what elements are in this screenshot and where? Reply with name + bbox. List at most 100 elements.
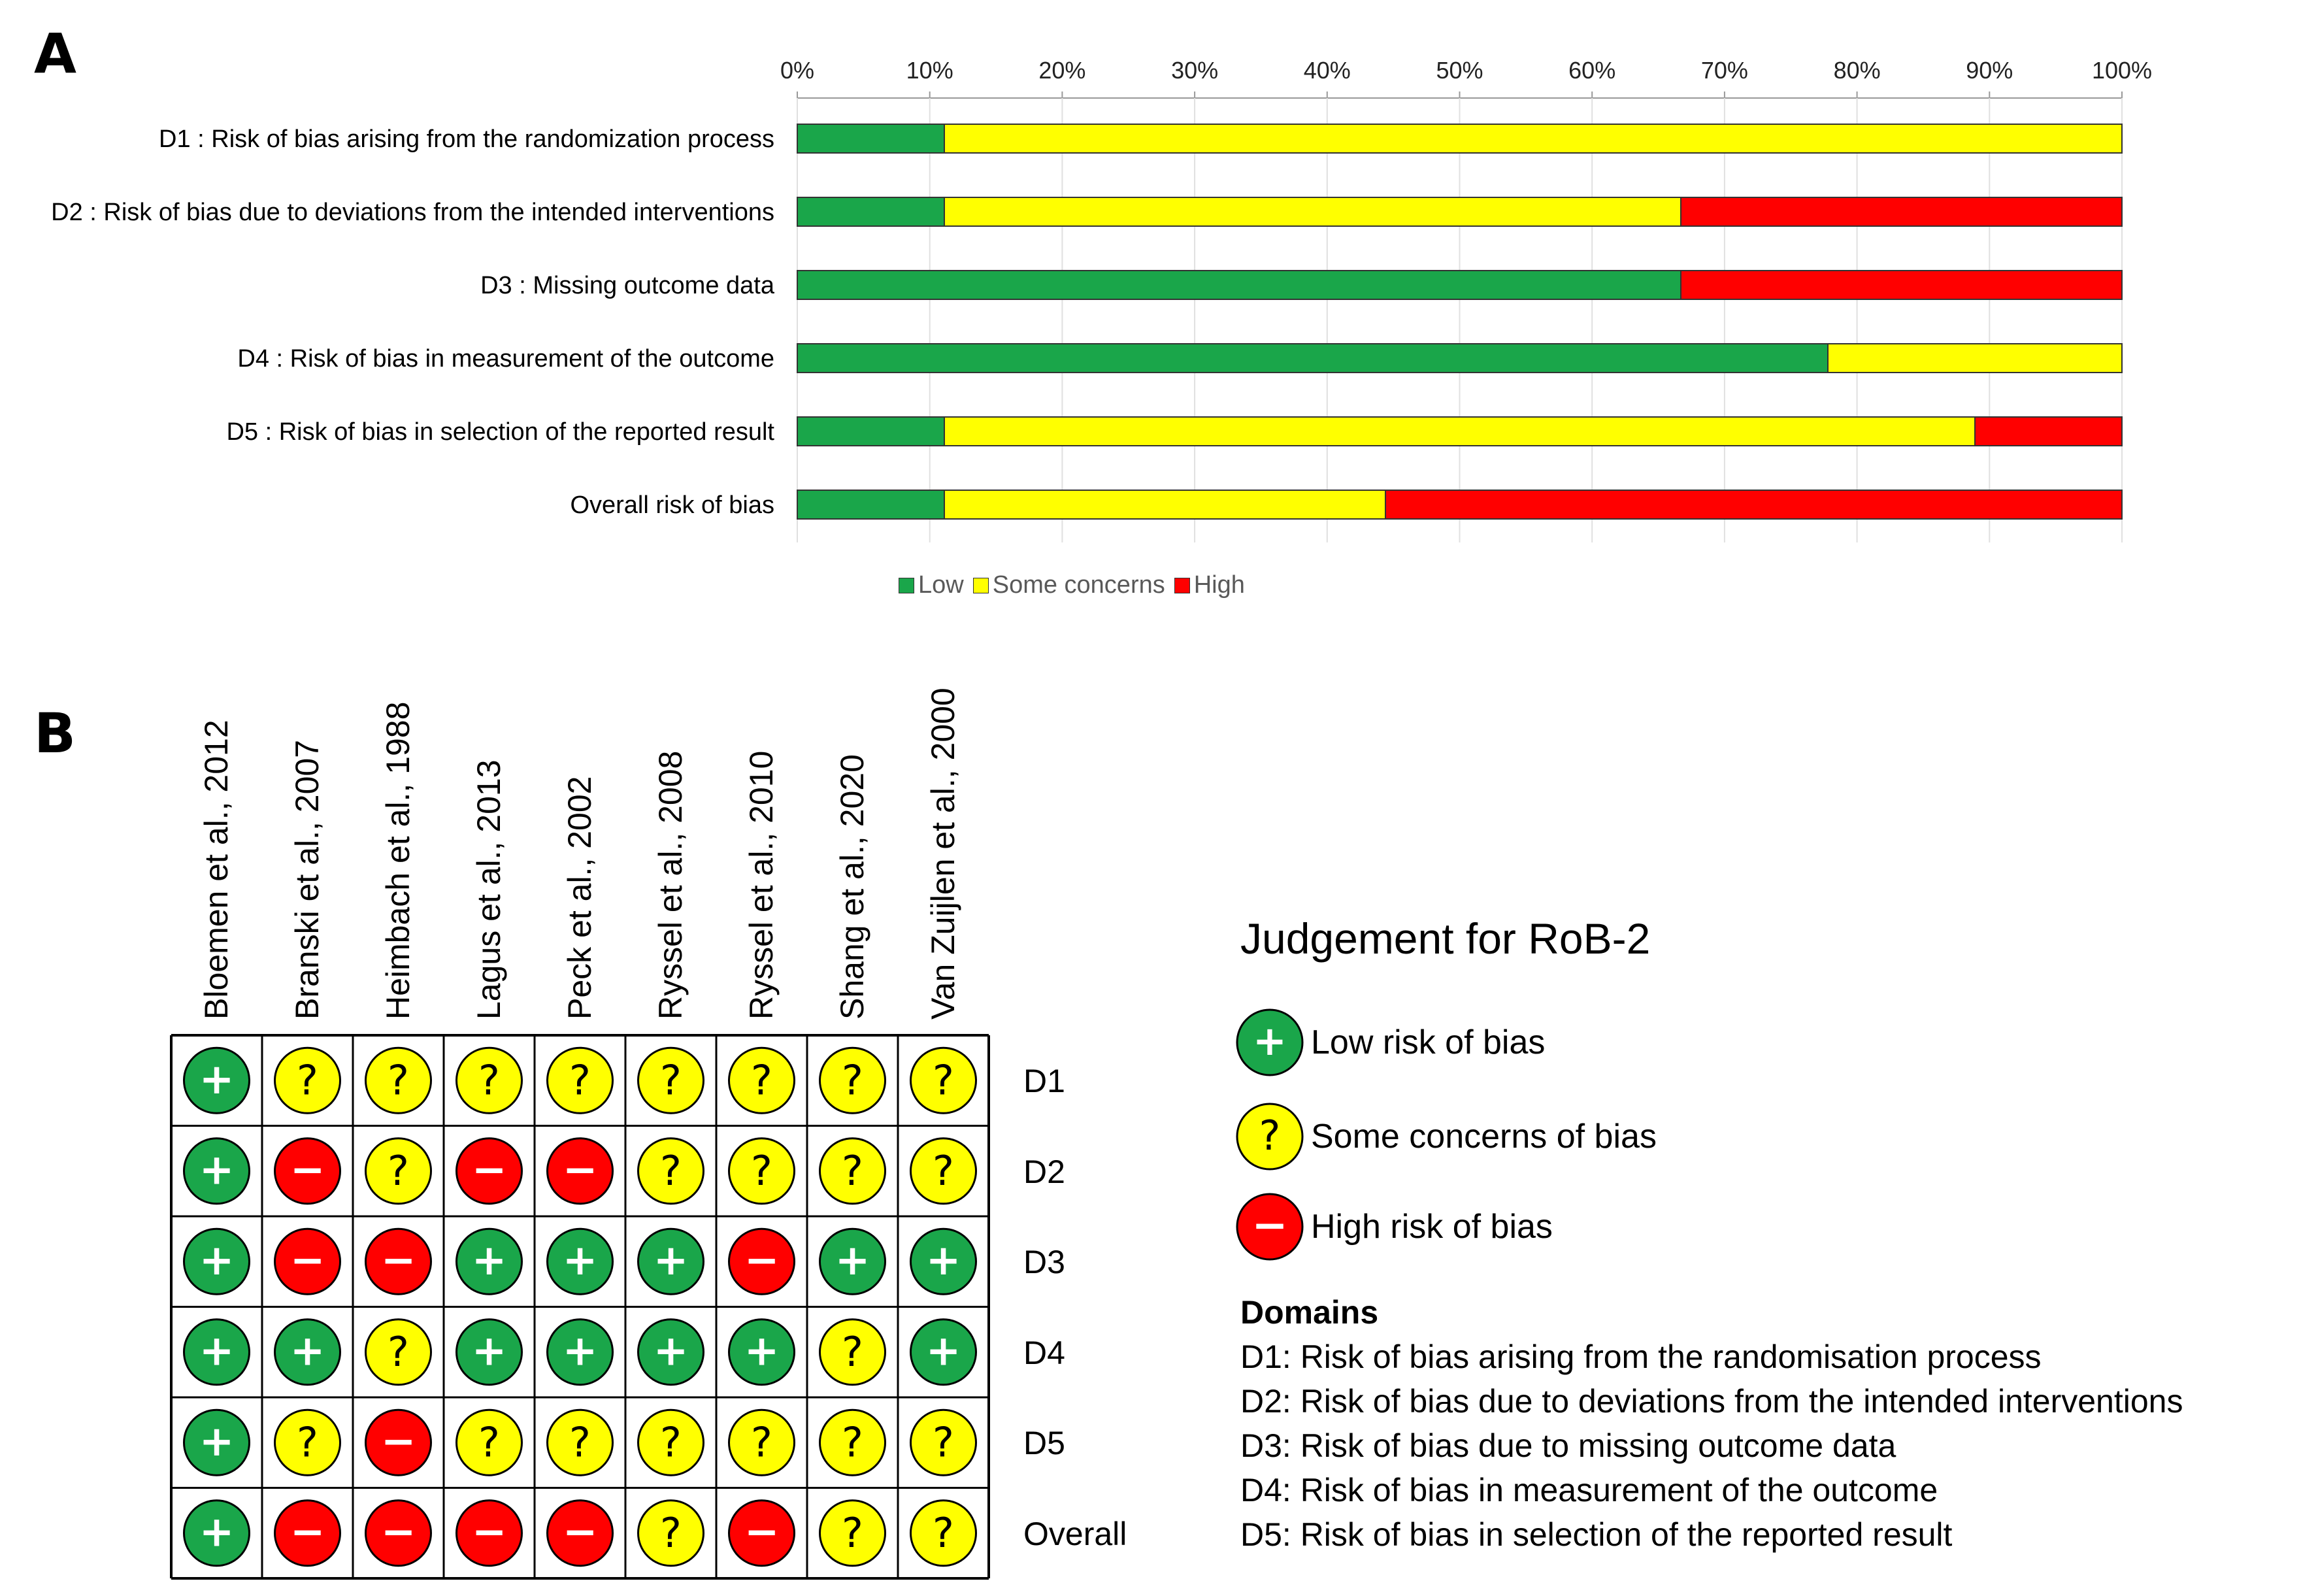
domain-item-d5: D5: Risk of bias in selection of the rep…: [1240, 1516, 1953, 1553]
some-judgement-symbol: ?: [569, 1418, 591, 1466]
high-judgement-symbol: −: [381, 1237, 416, 1285]
high-judgement-circle: [546, 1499, 614, 1567]
low-judgement-circle: [183, 1046, 250, 1114]
some-judgement-symbol: ?: [842, 1328, 863, 1376]
some-judgement-symbol: ?: [660, 1056, 682, 1104]
low-judgement-circle: [910, 1227, 977, 1295]
low-judgement-circle: [183, 1499, 250, 1567]
some-judgement-symbol: ?: [842, 1056, 863, 1104]
domain-item-d1: D1: Risk of bias arising from the random…: [1240, 1338, 2042, 1375]
low-judgement-circle: [637, 1227, 704, 1295]
category-label: D5 : Risk of bias in selection of the re…: [226, 418, 774, 446]
judgement-legend-high-label: High risk of bias: [1311, 1208, 1553, 1246]
low-judgement-symbol: +: [654, 1237, 689, 1285]
study-label: Branski et al., 2007: [288, 739, 325, 1020]
some-judgement-symbol: ?: [933, 1147, 954, 1195]
row-label: D2: [1023, 1153, 1065, 1190]
row-label: D4: [1023, 1334, 1065, 1371]
some-judgement-circle: [819, 1318, 886, 1386]
low-judgement-circle: [183, 1318, 250, 1386]
some-judgement-symbol: ?: [751, 1056, 772, 1104]
domain-item-d4: D4: Risk of bias in measurement of the o…: [1240, 1472, 1938, 1508]
bar-segment-high: [1974, 416, 2123, 446]
some-judgement-circle: [819, 1499, 886, 1567]
some-judgement-circle: [365, 1318, 432, 1386]
low-judgement-symbol: +: [199, 1146, 235, 1194]
low-judgement-circle: [455, 1318, 523, 1386]
low-judgement-circle: [728, 1318, 795, 1386]
low-judgement-circle: [274, 1318, 341, 1386]
judgement-legend-some-label: Some concerns of bias: [1311, 1118, 1657, 1155]
legend-item-low: Low: [899, 571, 964, 599]
bar-segment-low: [797, 490, 945, 520]
some-judgement-circle: [819, 1046, 886, 1114]
legend-swatch-high: [1174, 577, 1190, 593]
bar-segment-high: [1680, 270, 2123, 300]
bar-segment-low: [797, 197, 945, 227]
low-judgement-symbol: +: [472, 1327, 507, 1375]
low-judgement-circle: [183, 1227, 250, 1295]
some-judgement-symbol: ?: [660, 1509, 682, 1557]
legend-label-low: Low: [918, 571, 964, 599]
high-judgement-circle: [365, 1499, 432, 1567]
x-tick-label: 80%: [1834, 57, 1881, 84]
category-label: Overall risk of bias: [570, 491, 774, 519]
high-judgement-symbol: −: [563, 1146, 598, 1194]
study-label: Heimbach et al., 1988: [379, 701, 416, 1020]
row-label: D5: [1023, 1425, 1065, 1462]
x-tick-label: 20%: [1038, 57, 1085, 84]
category-label: D1 : Risk of bias arising from the rando…: [159, 125, 774, 153]
svg-text:?: ?: [1259, 1112, 1281, 1159]
high-judgement-circle: [728, 1499, 795, 1567]
bar-segment-some-concerns: [943, 416, 1976, 446]
some-judgement-circle: [455, 1046, 523, 1114]
some-judgement-circle: [637, 1499, 704, 1567]
domains-heading: Domains: [1240, 1294, 1379, 1331]
high-judgement-symbol: −: [744, 1508, 780, 1556]
high-judgement-circle: [546, 1137, 614, 1205]
high-judgement-symbol: −: [563, 1508, 598, 1556]
some-judgement-circle: [910, 1046, 977, 1114]
x-tick-label: 40%: [1304, 57, 1351, 84]
low-judgement-circle: [546, 1318, 614, 1386]
domain-item-d2: D2: Risk of bias due to deviations from …: [1240, 1383, 2183, 1420]
study-label: Peck et al., 2002: [561, 776, 598, 1020]
high-judgement-symbol: −: [290, 1146, 325, 1194]
svg-text:+: +: [1253, 1017, 1287, 1065]
low-judgement-symbol: +: [199, 1056, 235, 1104]
bar-segment-low: [797, 124, 945, 154]
some-judgement-circle: [728, 1137, 795, 1205]
some-judgement-circle: [819, 1408, 886, 1476]
some-judgement-circle: [637, 1137, 704, 1205]
some-judgement-circle: [274, 1408, 341, 1476]
some-judgement-circle: [819, 1137, 886, 1205]
high-judgement-symbol: −: [381, 1508, 416, 1556]
some-judgement-circle: [728, 1408, 795, 1476]
legend-swatch-low: [899, 577, 914, 593]
bar-segment-low: [797, 343, 1829, 373]
some-judgement-circle: [455, 1408, 523, 1476]
some-judgement-symbol: ?: [569, 1056, 591, 1104]
low-risk-icon: +: [1236, 1008, 1304, 1076]
bar-segment-some-concerns: [943, 490, 1386, 520]
legend-item-high: High: [1174, 571, 1245, 599]
high-judgement-symbol: −: [381, 1418, 416, 1466]
high-judgement-symbol: −: [290, 1237, 325, 1285]
legend-item-some-concerns: Some concerns: [972, 571, 1165, 599]
high-judgement-circle: [728, 1227, 795, 1295]
some-judgement-symbol: ?: [842, 1418, 863, 1466]
some-judgement-circle: [910, 1499, 977, 1567]
bar-segment-some-concerns: [1827, 343, 2123, 373]
some-judgement-symbol: ?: [842, 1147, 863, 1195]
domains-list: Domains D1: Risk of bias arising from th…: [1240, 1290, 2183, 1557]
some-judgement-symbol: ?: [933, 1418, 954, 1466]
x-tick-label: 0%: [780, 57, 814, 84]
study-label: Bloemen et al., 2012: [197, 720, 235, 1020]
row-label: D1: [1023, 1063, 1065, 1100]
low-judgement-symbol: +: [472, 1237, 507, 1285]
row-label: D3: [1023, 1244, 1065, 1281]
some-judgement-symbol: ?: [478, 1418, 500, 1466]
chart-a-legend: Low Some concerns High: [899, 571, 1254, 599]
panel-label-a: A: [34, 22, 77, 86]
x-tick-label: 50%: [1436, 57, 1483, 84]
